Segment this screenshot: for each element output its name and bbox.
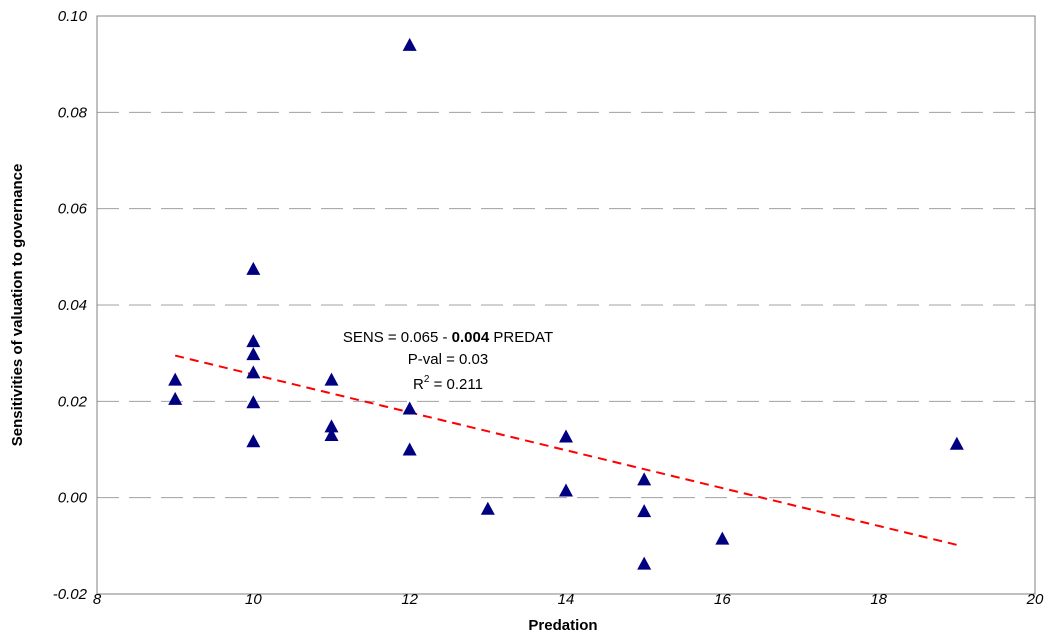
data-point [559, 429, 573, 443]
data-point [246, 347, 261, 361]
y-tick-label: 0.02 [58, 393, 88, 410]
y-tick-label: 0.04 [58, 297, 87, 314]
data-point [715, 531, 730, 545]
x-tick-label: 10 [245, 591, 262, 608]
y-tick-label: -0.02 [53, 586, 88, 603]
data-point [246, 365, 261, 379]
y-axis-title: Sensitivities of valuation to governance [9, 164, 26, 447]
x-tick-label: 20 [1026, 591, 1044, 608]
y-axis-tick-labels: -0.02 0.00 0.02 0.04 0.06 0.08 0.10 [53, 8, 88, 603]
r-squared-label: R2 = 0.211 [413, 374, 483, 393]
data-point [559, 483, 573, 497]
data-point [480, 501, 495, 515]
data-point [246, 261, 261, 275]
x-tick-label: 12 [401, 591, 418, 608]
data-points [168, 37, 964, 570]
data-point [402, 37, 417, 51]
trendline [174, 354, 958, 546]
data-point [637, 472, 652, 486]
data-point [637, 556, 652, 570]
data-point [324, 372, 339, 386]
gridlines [97, 111, 1035, 499]
data-point [402, 442, 417, 456]
x-axis-title: Predation [528, 617, 597, 634]
x-tick-label: 16 [714, 591, 731, 608]
x-tick-label: 8 [93, 591, 102, 608]
y-tick-label: 0.08 [58, 104, 88, 121]
data-point [168, 391, 183, 405]
x-axis-tick-labels: 8 10 12 14 16 18 20 [93, 591, 1044, 608]
regression-equation: SENS = 0.065 - 0.004 PREDAT [343, 329, 553, 346]
y-tick-label: 0.06 [58, 201, 88, 218]
data-point [324, 419, 339, 433]
x-tick-label: 14 [558, 591, 575, 608]
data-point [168, 372, 183, 386]
p-value-label: P-val = 0.03 [408, 351, 488, 368]
data-point [246, 395, 261, 409]
x-tick-label: 18 [870, 591, 887, 608]
data-point [402, 401, 417, 415]
y-tick-label: 0.00 [58, 490, 88, 507]
data-point [246, 434, 261, 448]
plot-area-border [96, 15, 1036, 595]
data-point [637, 504, 652, 518]
data-point [324, 428, 339, 442]
y-tick-label: 0.10 [58, 8, 88, 25]
data-point [949, 436, 964, 450]
data-point [246, 334, 261, 348]
